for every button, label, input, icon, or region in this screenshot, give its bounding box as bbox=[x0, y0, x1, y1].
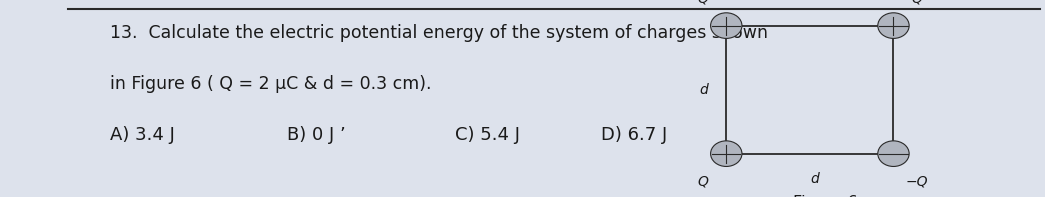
Text: in Figure 6 ( Q = 2 μC & d = 0.3 cm).: in Figure 6 ( Q = 2 μC & d = 0.3 cm). bbox=[110, 75, 432, 93]
Text: C) 5.4 J: C) 5.4 J bbox=[455, 126, 519, 144]
Text: D) 6.7 J: D) 6.7 J bbox=[601, 126, 667, 144]
Text: Q: Q bbox=[698, 0, 709, 5]
Ellipse shape bbox=[878, 13, 909, 38]
Text: d: d bbox=[699, 83, 707, 97]
Text: Q: Q bbox=[911, 0, 922, 5]
Text: 13.  Calculate the electric potential energy of the system of charges shown: 13. Calculate the electric potential ene… bbox=[110, 24, 768, 42]
Text: Q: Q bbox=[698, 174, 709, 188]
Text: d: d bbox=[811, 172, 819, 186]
Text: Figure 6: Figure 6 bbox=[793, 195, 858, 197]
Text: A) 3.4 J: A) 3.4 J bbox=[110, 126, 175, 144]
Text: −Q: −Q bbox=[905, 174, 928, 188]
Ellipse shape bbox=[878, 141, 909, 166]
Ellipse shape bbox=[711, 141, 742, 166]
Text: B) 0 J ʼ: B) 0 J ʼ bbox=[287, 126, 346, 144]
Ellipse shape bbox=[711, 13, 742, 38]
